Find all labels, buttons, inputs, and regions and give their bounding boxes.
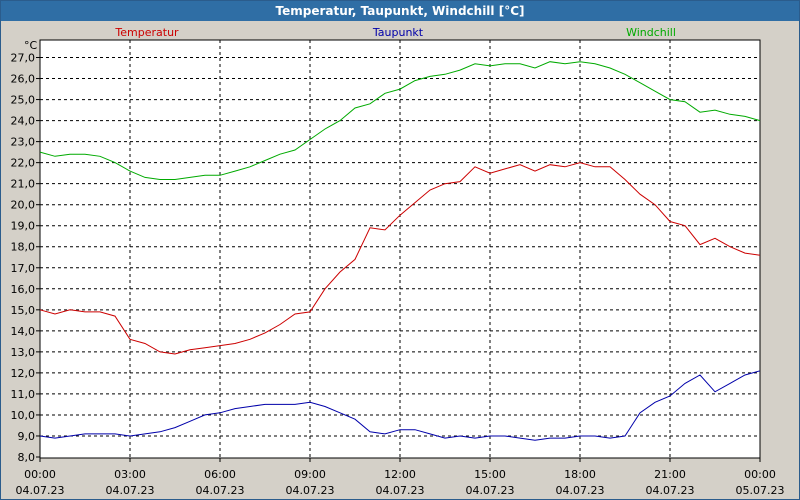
series-layer [39,61,761,441]
x-tick-date-label: 04.07.23 [106,484,155,497]
x-axis: 00:00 04.07.23 03:00 04.07.23 06:00 04.07.23 0… [16,458,785,497]
x-tick-date-label: 04.07.23 [196,484,245,497]
y-tick-label: 22,0 [11,157,36,170]
x-tick-time-label: 21:00 [654,468,686,481]
x-tick-date-label: 04.07.23 [376,484,425,497]
y-tick-label: 25,0 [11,94,36,107]
x-tick-time-label: 12:00 [384,468,416,481]
y-tick-label: 18,0 [11,241,36,254]
y-tick-label: 26,0 [11,73,36,86]
legend-label-windchill: Windchill [626,26,676,39]
y-tick-label: 12,0 [11,367,36,380]
y-tick-label: 13,0 [11,346,36,359]
x-tick-time-label: 09:00 [294,468,326,481]
y-axis: 8,0 9,0 10,0 11,0 12,0 13,0 14,0 15,0 16,0 17,0 18… [11,52,40,464]
x-tick-time-label: 06:00 [204,468,236,481]
x-tick-date-label: 04.07.23 [16,484,65,497]
y-tick-label: 15,0 [11,304,36,317]
y-tick-label: 27,0 [11,52,36,65]
y-tick-label: 21,0 [11,178,36,191]
legend-label-taupunkt: Taupunkt [372,26,424,39]
y-tick-label: 8,0 [18,451,36,464]
x-tick-date-label: 05.07.23 [736,484,785,497]
grid-lines [40,40,760,458]
legend: Temperatur Taupunkt Windchill [114,26,676,39]
y-tick-label: 10,0 [11,409,36,422]
y-tick-label: 16,0 [11,283,36,296]
x-tick-time-label: 18:00 [564,468,596,481]
x-tick-date-label: 04.07.23 [646,484,695,497]
y-tick-label: 14,0 [11,325,36,338]
series-line-taupunkt [39,370,761,441]
y-tick-label: 17,0 [11,262,36,275]
x-tick-date-label: 04.07.23 [556,484,605,497]
x-tick-time-label: 15:00 [474,468,506,481]
x-tick-time-label: 03:00 [114,468,146,481]
x-tick-date-label: 04.07.23 [466,484,515,497]
y-tick-label: 24,0 [11,115,36,128]
x-tick-date-label: 04.07.23 [286,484,335,497]
x-tick-time-label: 00:00 [24,468,56,481]
chart-title: Temperatur, Taupunkt, Windchill [°C] [1,1,799,21]
series-line-temperatur [39,162,761,355]
y-tick-label: 11,0 [11,388,36,401]
y-axis-unit-label: °C [24,39,38,52]
y-tick-label: 19,0 [11,220,36,233]
legend-label-temperatur: Temperatur [114,26,179,39]
y-tick-label: 20,0 [11,199,36,212]
series-line-windchill [39,61,761,180]
x-tick-time-label: 00:00 [744,468,776,481]
y-tick-label: 9,0 [18,430,36,443]
y-tick-label: 23,0 [11,136,36,149]
